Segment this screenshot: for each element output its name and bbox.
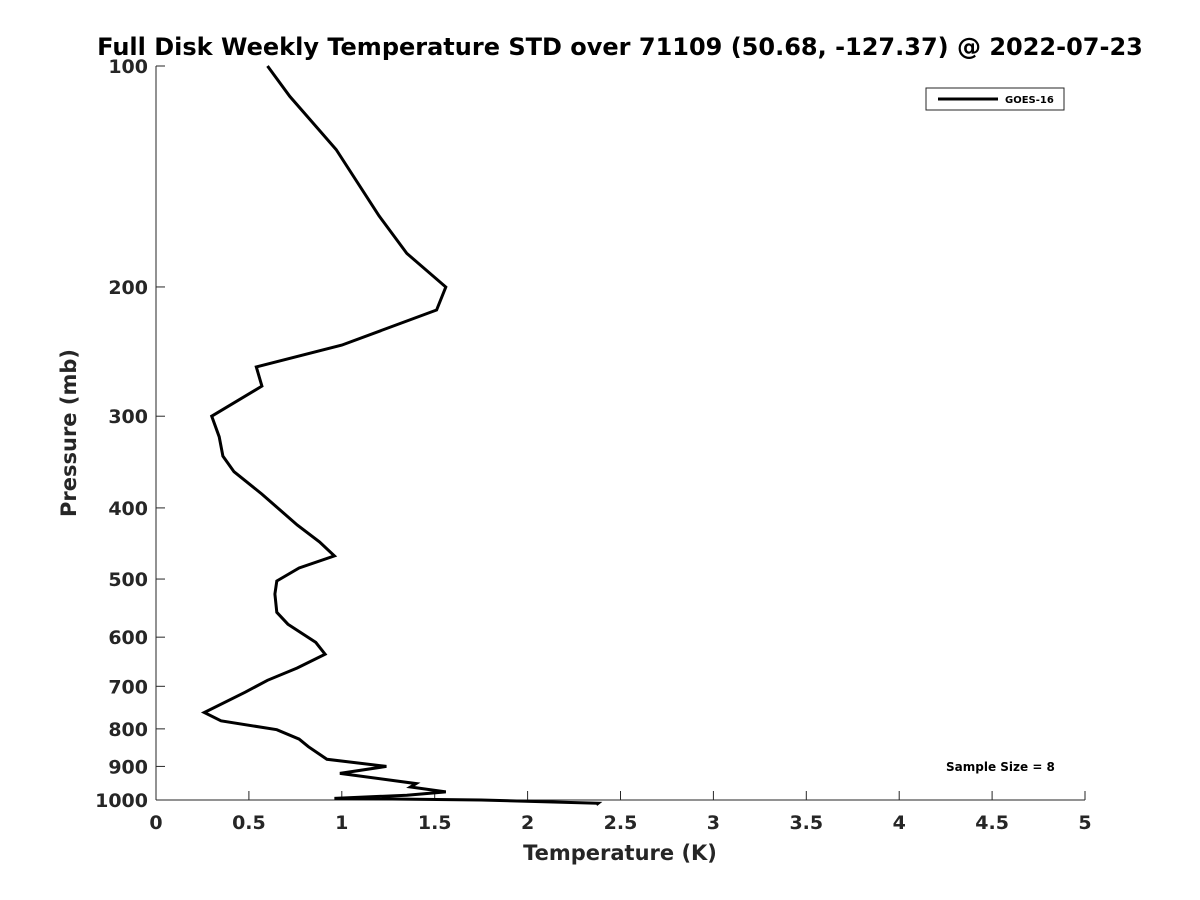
x-tick-label: 3 (707, 812, 720, 834)
series-line-goes-16 (200, 65, 603, 806)
series-layer (200, 65, 603, 806)
x-tick-label: 1.5 (418, 812, 452, 834)
y-tick-label: 700 (108, 676, 148, 698)
x-tick-label: 0.5 (232, 812, 266, 834)
sample-size-annotation: Sample Size = 8 (946, 760, 1055, 774)
x-axis-label: Temperature (K) (523, 841, 717, 865)
y-tick-label: 800 (108, 719, 148, 741)
y-tick-label: 300 (108, 406, 148, 428)
plot-area (155, 66, 1085, 801)
chart-title: Full Disk Weekly Temperature STD over 71… (97, 33, 1143, 61)
legend-label-goes-16: GOES-16 (1005, 95, 1054, 106)
x-tick-label: 0 (149, 812, 162, 834)
y-tick-label: 100 (108, 56, 148, 78)
x-tick-label: 4.5 (975, 812, 1009, 834)
x-axis-ticks: 0 0.5 1 1.5 2 2.5 3 3.5 4 4.5 5 (149, 791, 1092, 834)
y-tick-label: 200 (108, 277, 148, 299)
y-tick-label: 500 (108, 569, 148, 591)
y-tick-label: 400 (108, 498, 148, 520)
x-tick-label: 5 (1078, 812, 1091, 834)
x-tick-label: 1 (335, 812, 348, 834)
y-tick-label: 600 (108, 627, 148, 649)
y-tick-label: 1000 (95, 790, 148, 812)
x-tick-label: 3.5 (789, 812, 823, 834)
y-tick-label: 900 (108, 756, 148, 778)
x-tick-label: 2.5 (604, 812, 638, 834)
y-axis-label: Pressure (mb) (57, 349, 81, 517)
y-axis-ticks: 100 200 300 400 500 600 700 800 900 1000 (95, 56, 165, 812)
legend: GOES-16 (925, 87, 1065, 111)
x-tick-label: 2 (521, 812, 534, 834)
x-tick-label: 4 (893, 812, 906, 834)
